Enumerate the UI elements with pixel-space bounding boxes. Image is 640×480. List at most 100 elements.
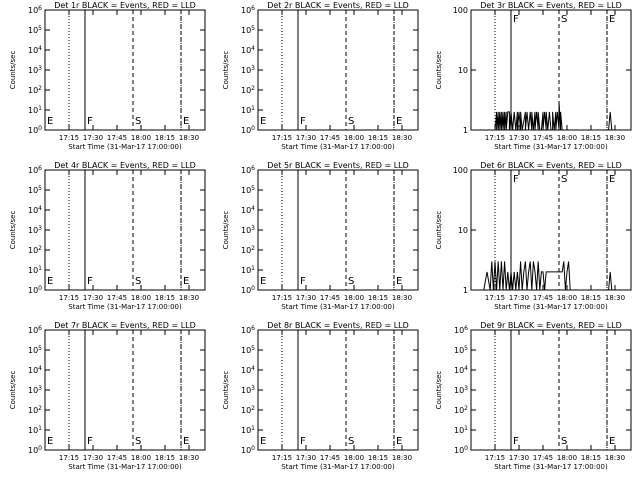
x-axis-label: Start Time (31-Mar-17 17:00:00)	[68, 143, 182, 151]
y-axis-label: Counts/sec	[9, 211, 17, 250]
y-axis-label: Counts/sec	[222, 51, 230, 90]
y-tick-label: 100	[453, 166, 468, 175]
panel-title: Det 3r BLACK = Events, RED = LLD	[480, 1, 622, 10]
detector-panel-1: Det 1r BLACK = Events, RED = LLD 100 101 10…	[9, 1, 206, 151]
x-tick-label: 17:45	[107, 134, 127, 142]
x-tick-label: 17:45	[533, 454, 553, 462]
y-tick-label: 106	[241, 165, 255, 175]
panel-title: Det 5r BLACK = Events, RED = LLD	[267, 161, 409, 170]
x-tick-label: 17:45	[533, 294, 553, 302]
y-tick-label: 102	[28, 245, 42, 255]
y-tick-label: 106	[454, 325, 468, 335]
panel-title: Det 2r BLACK = Events, RED = LLD	[267, 1, 409, 10]
y-axis-label: Counts/sec	[222, 211, 230, 250]
marker-label-e: E	[396, 276, 402, 287]
marker-label-e: E	[260, 276, 266, 287]
y-axis-label: Counts/sec	[435, 211, 443, 250]
y-tick-label: 104	[241, 365, 255, 375]
marker-label-s: S	[348, 436, 354, 447]
marker-label-s: S	[348, 116, 354, 127]
x-tick-label: 18:00	[131, 294, 151, 302]
x-tick-label: 18:30	[605, 134, 625, 142]
x-tick-label: 17:30	[509, 134, 529, 142]
y-tick-label: 106	[241, 325, 255, 335]
y-tick-label: 101	[28, 105, 42, 115]
x-tick-label: 17:30	[296, 294, 316, 302]
x-tick-label: 18:15	[155, 294, 175, 302]
y-tick-label: 101	[241, 425, 255, 435]
marker-label-e: E	[47, 276, 53, 287]
y-tick-label: 105	[241, 25, 255, 35]
marker-label-f: F	[87, 116, 93, 127]
marker-label-f: F	[300, 116, 306, 127]
y-tick-label: 104	[241, 45, 255, 55]
y-tick-label: 104	[454, 365, 468, 375]
marker-label-e: E	[396, 116, 402, 127]
y-tick-label: 100	[28, 125, 42, 135]
y-tick-label: 106	[28, 5, 42, 15]
x-tick-label: 18:15	[155, 134, 175, 142]
x-tick-label: 17:15	[59, 294, 79, 302]
x-tick-label: 17:45	[320, 454, 340, 462]
x-tick-label: 18:15	[368, 294, 388, 302]
detector-panel-5: Det 5r BLACK = Events, RED = LLD 100 101 10…	[222, 161, 419, 311]
x-tick-label: 18:15	[368, 454, 388, 462]
y-tick-label: 100	[241, 125, 255, 135]
marker-label-e: E	[47, 436, 53, 447]
marker-label-e: E	[609, 14, 615, 25]
y-tick-label: 105	[28, 25, 42, 35]
marker-label-e: E	[260, 116, 266, 127]
y-tick-label: 103	[28, 385, 42, 395]
x-tick-label: 18:30	[392, 294, 412, 302]
y-tick-label: 1	[463, 286, 468, 295]
marker-label-f: F	[513, 174, 519, 185]
detector-panel-7: Det 7r BLACK = Events, RED = LLD 100 101 10…	[9, 321, 206, 471]
series-line-1	[483, 261, 615, 291]
marker-label-e: E	[609, 174, 615, 185]
marker-label-s: S	[135, 276, 141, 287]
marker-label-f: F	[87, 436, 93, 447]
marker-label-s: S	[348, 276, 354, 287]
x-tick-label: 18:30	[179, 294, 199, 302]
x-axis-label: Start Time (31-Mar-17 17:00:00)	[281, 303, 395, 311]
x-tick-label: 18:30	[179, 454, 199, 462]
x-tick-label: 18:15	[581, 454, 601, 462]
y-tick-label: 101	[28, 265, 42, 275]
marker-label-e: E	[183, 116, 189, 127]
y-tick-label: 102	[241, 405, 255, 415]
x-tick-label: 17:30	[83, 454, 103, 462]
marker-label-e: E	[183, 436, 189, 447]
y-tick-label: 103	[241, 225, 255, 235]
x-tick-label: 17:30	[296, 134, 316, 142]
marker-label-e: E	[396, 436, 402, 447]
y-tick-label: 103	[28, 225, 42, 235]
panel-title: Det 7r BLACK = Events, RED = LLD	[54, 321, 196, 330]
x-tick-label: 17:45	[107, 294, 127, 302]
y-tick-label: 104	[28, 365, 42, 375]
y-tick-label: 100	[28, 445, 42, 455]
y-tick-label: 10	[458, 226, 468, 235]
y-tick-label: 100	[28, 285, 42, 295]
x-tick-label: 18:30	[605, 294, 625, 302]
x-axis-label: Start Time (31-Mar-17 17:00:00)	[494, 143, 608, 151]
x-tick-label: 17:15	[272, 454, 292, 462]
x-tick-label: 17:15	[272, 134, 292, 142]
y-tick-label: 102	[28, 405, 42, 415]
y-tick-label: 102	[454, 405, 468, 415]
x-tick-label: 17:15	[59, 134, 79, 142]
y-axis-label: Counts/sec	[9, 51, 17, 90]
y-tick-label: 102	[28, 85, 42, 95]
x-tick-label: 18:15	[581, 294, 601, 302]
x-axis-label: Start Time (31-Mar-17 17:00:00)	[68, 303, 182, 311]
x-axis-label: Start Time (31-Mar-17 17:00:00)	[281, 463, 395, 471]
x-tick-label: 17:15	[59, 454, 79, 462]
marker-label-e: E	[260, 436, 266, 447]
x-tick-label: 17:45	[320, 134, 340, 142]
x-tick-label: 17:15	[485, 134, 505, 142]
y-tick-label: 100	[241, 285, 255, 295]
y-tick-label: 100	[241, 445, 255, 455]
y-tick-label: 106	[28, 325, 42, 335]
x-axis-label: Start Time (31-Mar-17 17:00:00)	[68, 463, 182, 471]
x-tick-label: 17:30	[509, 294, 529, 302]
x-tick-label: 18:30	[392, 454, 412, 462]
